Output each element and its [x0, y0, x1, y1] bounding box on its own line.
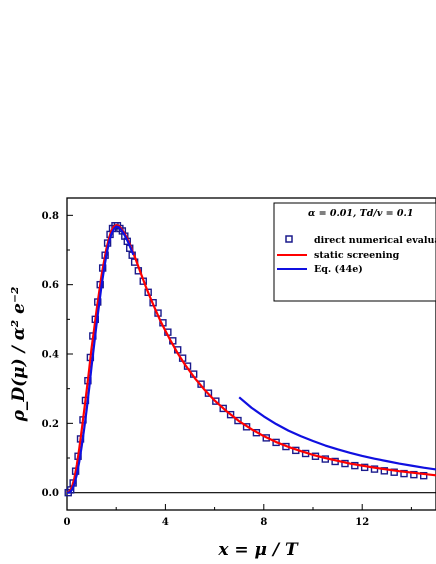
x-tick-label: 0 — [64, 517, 71, 528]
y-axis-title: ρ_D(μ) / α² e⁻² — [9, 287, 29, 423]
legend-params: α = 0.01, Td/v = 0.1 — [308, 208, 413, 219]
series-line-eq-44e — [238, 396, 436, 471]
y-tick-label: 0.6 — [42, 280, 59, 291]
x-tick-label: 8 — [260, 517, 267, 528]
data-point-marker — [204, 389, 213, 397]
legend: α = 0.01, Td/v = 0.1 direct numerical ev… — [273, 202, 436, 302]
data-point-marker — [219, 404, 227, 413]
y-tick-label: 0.8 — [42, 211, 59, 222]
x-axis-title: x = μ / T — [217, 540, 299, 560]
legend-marker-direct-numerical-evaluation — [285, 235, 293, 243]
axis-ticks: 0 4 8 12 0.0 0.2 0.4 0.6 0.8 — [42, 211, 412, 528]
series-line-eq-44e — [67, 225, 135, 494]
legend-label-static-screening: static screening — [314, 250, 400, 261]
x-tick-label: 4 — [162, 517, 169, 528]
y-tick-label: 0.4 — [42, 350, 59, 361]
series-layer — [64, 222, 436, 497]
data-point-marker — [400, 469, 408, 478]
x-tick-label: 12 — [355, 517, 369, 528]
data-point-marker — [390, 468, 398, 476]
data-point-marker — [234, 416, 242, 425]
y-tick-label: 0.0 — [42, 488, 59, 499]
data-point-marker — [380, 467, 389, 475]
y-tick-label: 0.2 — [42, 419, 59, 430]
legend-label-direct-numerical-evaluation: direct numerical evaluation — [314, 235, 436, 246]
legend-box — [273, 202, 436, 302]
series-line-static-screening — [66, 223, 436, 494]
data-point-marker — [212, 397, 220, 405]
data-point-marker — [420, 471, 428, 480]
data-point-marker — [410, 470, 418, 479]
legend-label-eq-44e: Eq. (44e) — [314, 264, 363, 275]
data-point-marker — [226, 410, 235, 419]
